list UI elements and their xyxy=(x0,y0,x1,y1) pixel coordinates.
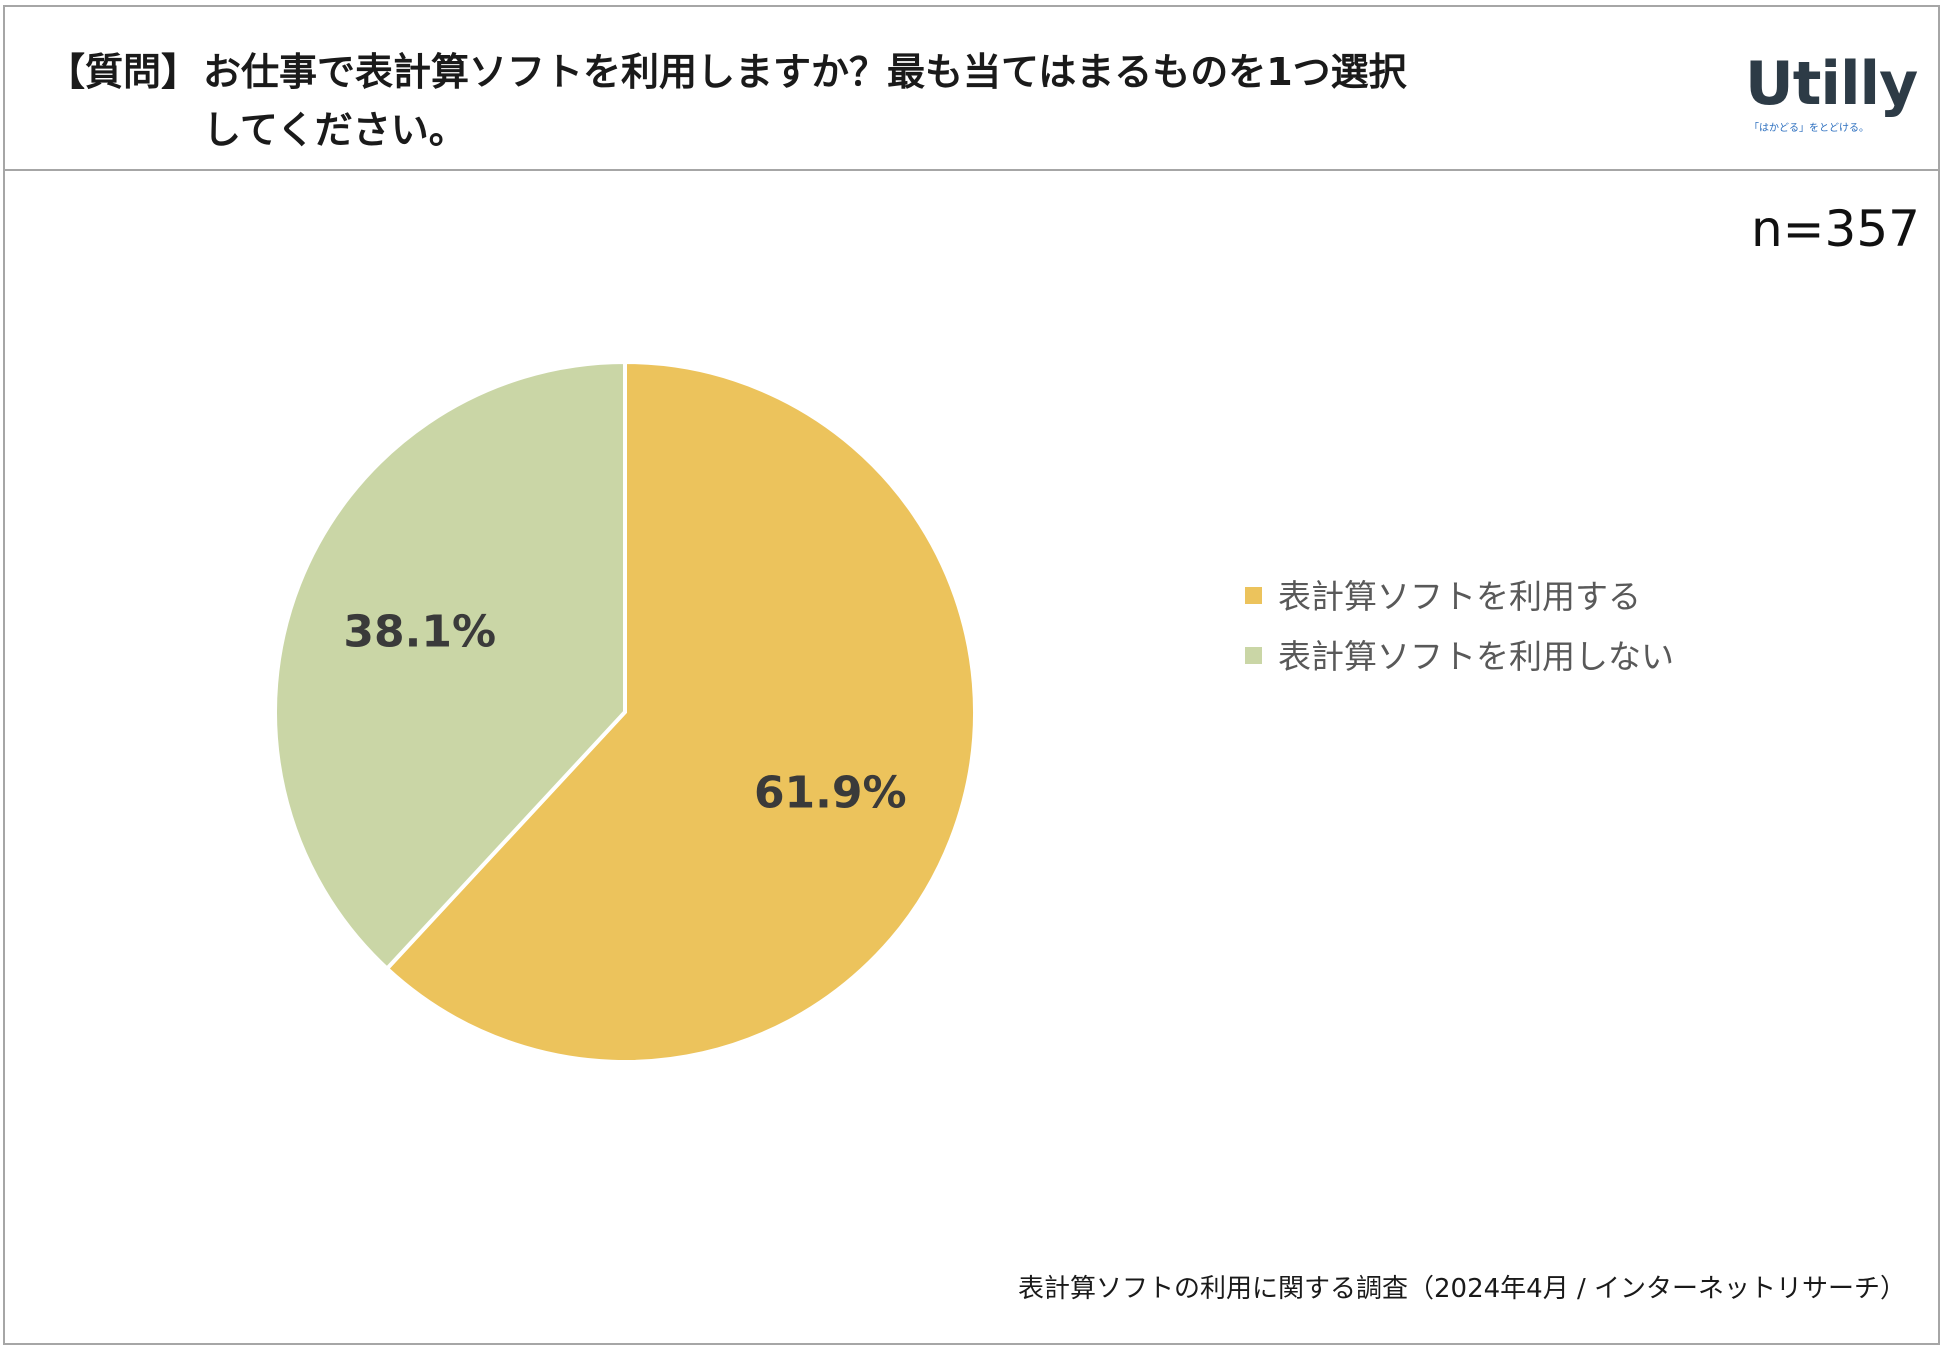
pie-slice-2 xyxy=(273,359,627,972)
question-text-line2: してください。 xyxy=(203,108,467,152)
pie-slice-1 xyxy=(384,359,977,1064)
question-tag: 【質問】 xyxy=(47,50,200,94)
legend-label-1: 表計算ソフトを利用する xyxy=(1278,577,1641,616)
sample-size-label: n=357 xyxy=(1750,200,1920,258)
logo-tagline: 「はかどる」をとどける。 xyxy=(1749,123,1869,134)
logo-wordmark: Utilly xyxy=(1745,49,1918,119)
utilly-logo: Utilly 「はかどる」をとどける。 xyxy=(1745,49,1918,139)
slice-value-label-2: 38.1% xyxy=(343,606,496,657)
question-text-line1: お仕事で表計算ソフトを利用しますか？最も当てはまるものを1つ選択 xyxy=(203,50,1407,94)
legend-swatch-1 xyxy=(1245,587,1262,604)
legend-label-2: 表計算ソフトを利用しない xyxy=(1278,637,1674,676)
question-header: 【質問】 お仕事で表計算ソフトを利用しますか？最も当てはまるものを1つ選択 して… xyxy=(5,7,1938,171)
slice-value-label-1: 61.9% xyxy=(754,768,907,819)
legend-swatch-2 xyxy=(1245,647,1262,664)
source-note: 表計算ソフトの利用に関する調査（2024年4月 / インターネットリサーチ） xyxy=(1018,1274,1906,1304)
